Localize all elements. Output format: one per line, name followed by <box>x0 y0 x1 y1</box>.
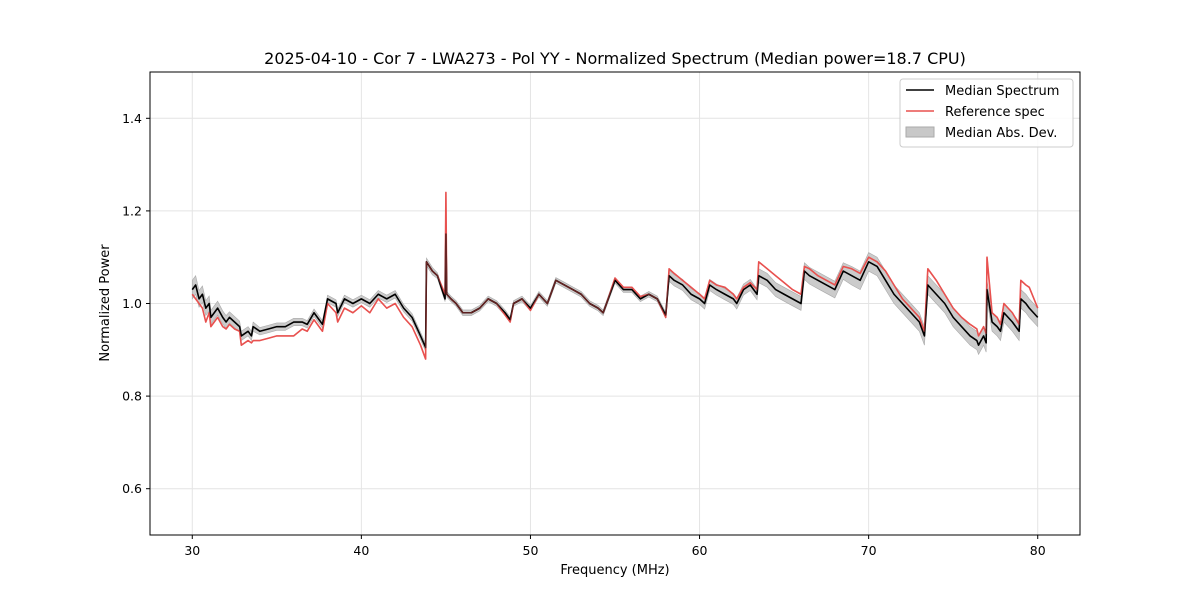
x-tick-label: 70 <box>861 543 877 558</box>
y-tick-label: 0.8 <box>122 389 142 404</box>
chart-title: 2025-04-10 - Cor 7 - LWA273 - Pol YY - N… <box>264 49 966 68</box>
median-spectrum-line <box>191 233 1039 349</box>
y-tick-label: 1.2 <box>122 203 142 218</box>
reference-spec-overlay <box>191 191 1039 360</box>
legend-median-label: Median Spectrum <box>945 84 1059 99</box>
x-tick-label: 60 <box>692 543 708 558</box>
legend: Median Spectrum Reference spec Median Ab… <box>899 78 1074 148</box>
x-tick-label: 80 <box>1030 543 1046 558</box>
series-layer <box>191 191 1039 360</box>
legend-mad-swatch <box>905 126 935 138</box>
y-tick-label: 1.4 <box>122 111 142 126</box>
y-axis-ticks: 0.6 0.8 1.0 1.2 1.4 <box>122 111 150 496</box>
x-tick-label: 50 <box>523 543 539 558</box>
x-axis-ticks: 30 40 50 60 70 80 <box>184 535 1046 558</box>
legend-reference-label: Reference spec <box>945 105 1045 120</box>
y-axis-label: Normalized Power <box>98 244 113 362</box>
legend-frame <box>899 78 1074 148</box>
x-tick-label: 30 <box>184 543 200 558</box>
x-axis-label: Frequency (MHz) <box>560 563 669 578</box>
y-tick-label: 1.0 <box>122 296 142 311</box>
legend-mad-label: Median Abs. Dev. <box>945 126 1057 141</box>
y-tick-label: 0.6 <box>122 481 142 496</box>
x-tick-label: 40 <box>353 543 369 558</box>
